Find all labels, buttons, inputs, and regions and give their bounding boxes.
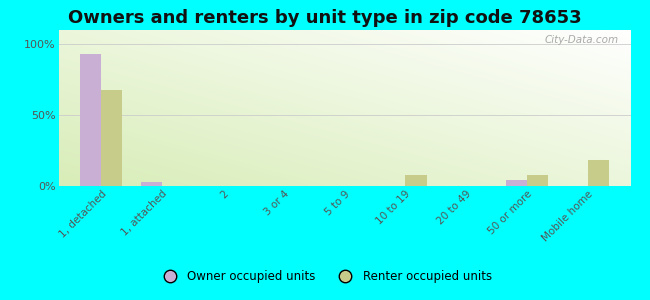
Bar: [80, 54, 101, 186]
Bar: [140, 182, 162, 186]
Text: City-Data.com: City-Data.com: [545, 35, 619, 45]
Bar: [406, 175, 426, 186]
Bar: [527, 175, 549, 186]
Text: Owners and renters by unit type in zip code 78653: Owners and renters by unit type in zip c…: [68, 9, 582, 27]
Bar: [588, 160, 609, 186]
Bar: [506, 180, 527, 186]
Bar: [101, 90, 122, 186]
Legend: Owner occupied units, Renter occupied units: Owner occupied units, Renter occupied un…: [153, 266, 497, 288]
